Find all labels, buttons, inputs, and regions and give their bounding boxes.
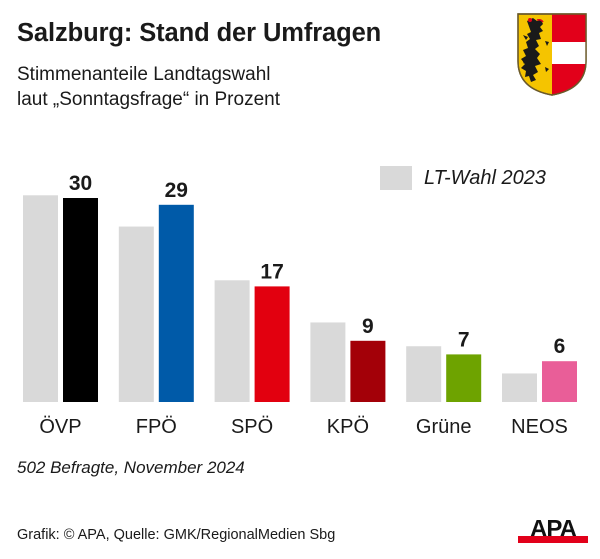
bar-2023-fpoe	[118, 226, 154, 402]
category-label-fpoe: FPÖ	[136, 416, 177, 438]
chart-title: Salzburg: Stand der Umfragen	[17, 19, 382, 47]
bar-2023-neos	[502, 373, 537, 402]
value-label-fpoe: 29	[165, 179, 188, 202]
bar-2024-spoe	[254, 286, 290, 402]
chart-subtitle-line-1: Stimmenanteile Landtagswahl	[17, 64, 271, 85]
value-label-spoe: 17	[260, 260, 283, 283]
apa-logo-bar	[518, 536, 588, 543]
value-label-neos: 6	[554, 335, 566, 358]
bar-2023-kpoe	[310, 322, 346, 402]
bar-2024-kpoe	[350, 340, 386, 402]
sample-note: 502 Befragte, November 2024	[17, 458, 245, 477]
bar-2024-gruene	[446, 354, 482, 402]
category-label-oevp: ÖVP	[39, 416, 81, 438]
category-label-kpoe: KPÖ	[327, 416, 369, 438]
category-label-neos: NEOS	[511, 416, 568, 438]
legend-label-lt-wahl-2023: LT-Wahl 2023	[424, 167, 546, 189]
apa-logo-icon: APA	[518, 517, 588, 543]
value-label-kpoe: 9	[362, 315, 374, 338]
source-credit: Grafik: © APA, Quelle: GMK/RegionalMedie…	[17, 527, 336, 543]
salzburg-coat-of-arms-icon	[517, 13, 587, 96]
value-label-gruene: 7	[458, 328, 470, 351]
bar-2023-spoe	[214, 280, 250, 402]
bar-2023-gruene	[406, 346, 442, 402]
legend-swatch-lt-wahl-2023	[380, 166, 412, 190]
category-label-gruene: Grüne	[416, 416, 472, 438]
bar-2023-oevp	[23, 195, 58, 402]
bar-2024-fpoe	[158, 204, 194, 402]
bar-2024-oevp	[63, 198, 98, 402]
bar-2024-neos	[542, 361, 577, 402]
value-label-oevp: 30	[69, 172, 92, 195]
chart-subtitle-line-2: laut „Sonntagsfrage“ in Prozent	[17, 89, 280, 110]
category-label-spoe: SPÖ	[231, 416, 273, 438]
